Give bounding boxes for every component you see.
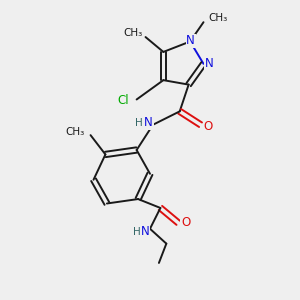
Text: CH₃: CH₃	[208, 13, 227, 23]
Text: N: N	[186, 34, 195, 47]
Text: N: N	[144, 116, 153, 129]
Text: H: H	[133, 227, 141, 237]
Text: CH₃: CH₃	[65, 127, 85, 137]
Text: O: O	[181, 216, 190, 229]
Text: O: O	[203, 120, 213, 133]
Text: N: N	[141, 225, 149, 238]
Text: CH₃: CH₃	[123, 28, 142, 38]
Text: Cl: Cl	[118, 94, 129, 107]
Text: N: N	[205, 57, 213, 70]
Text: H: H	[135, 118, 142, 128]
